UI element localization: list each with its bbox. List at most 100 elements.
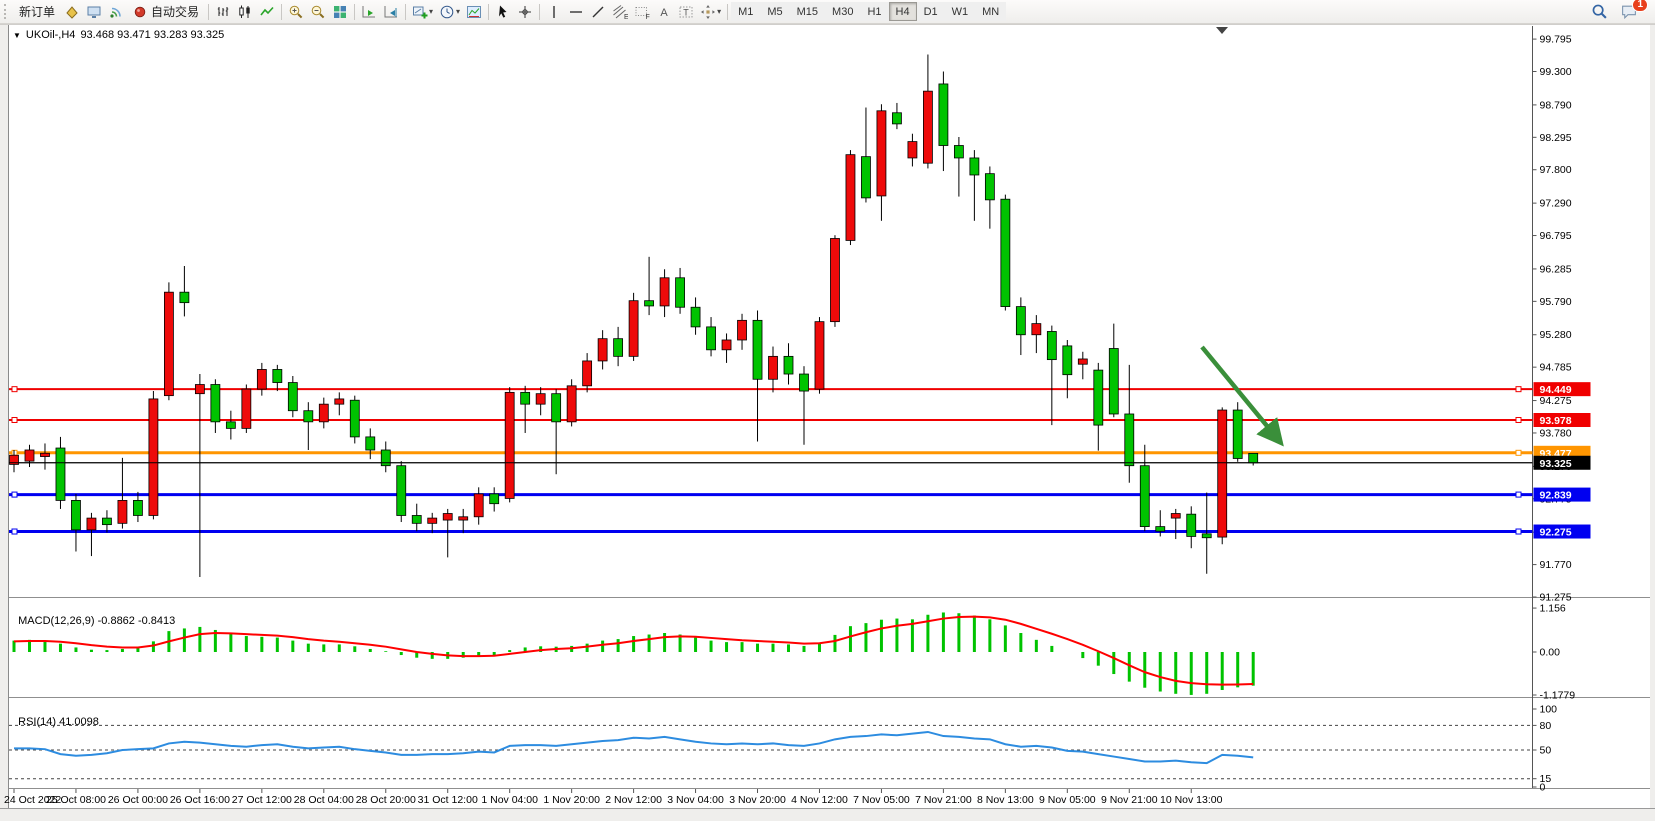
candle[interactable] [984, 173, 995, 201]
vertical-line-tool-icon[interactable] [543, 2, 565, 22]
text-label-tool-icon[interactable]: T [675, 2, 697, 22]
timeframe-M1[interactable]: M1 [731, 2, 761, 21]
candle[interactable] [442, 513, 453, 521]
candle[interactable] [597, 338, 608, 362]
candle[interactable] [814, 321, 825, 390]
candle[interactable] [675, 277, 685, 308]
search-icon[interactable] [1588, 2, 1611, 22]
candle[interactable] [1155, 526, 1166, 532]
tile-windows-icon[interactable] [329, 2, 351, 22]
timeframe-W1[interactable]: W1 [944, 2, 976, 21]
text-tool-icon[interactable]: A [653, 2, 675, 22]
candle[interactable] [1170, 513, 1181, 519]
line-chart-icon[interactable] [256, 2, 278, 22]
candle[interactable] [1062, 345, 1073, 376]
candle[interactable] [628, 300, 639, 357]
candle[interactable] [1015, 306, 1026, 336]
candle[interactable] [396, 465, 407, 516]
candle[interactable] [40, 452, 50, 457]
trendline-tool-icon[interactable] [587, 2, 609, 22]
order-icon[interactable] [61, 2, 83, 22]
candle[interactable] [133, 500, 143, 516]
candle[interactable] [551, 393, 562, 423]
hline-handle[interactable] [1515, 491, 1522, 498]
candle[interactable] [210, 384, 221, 423]
new-chart-button[interactable]: ▾ [409, 2, 436, 22]
timeframe-MN[interactable]: MN [975, 2, 1007, 21]
candle[interactable] [102, 517, 112, 526]
timeframe-D1[interactable]: D1 [916, 2, 945, 21]
candle[interactable] [783, 355, 794, 375]
candle[interactable] [1201, 533, 1212, 539]
candle[interactable] [334, 398, 345, 405]
template-icon[interactable] [463, 2, 485, 22]
hline-handle[interactable] [11, 528, 18, 535]
zoom-out-icon[interactable] [307, 2, 329, 22]
candle[interactable] [706, 326, 716, 351]
candle[interactable] [163, 291, 174, 397]
hline-handle[interactable] [11, 491, 18, 498]
candle[interactable] [303, 410, 314, 423]
candle[interactable] [1248, 452, 1259, 464]
cursor-tool-icon[interactable] [492, 2, 514, 22]
candle[interactable] [380, 449, 391, 467]
candle[interactable] [1077, 358, 1088, 365]
annotation-arrow[interactable] [1200, 345, 1284, 447]
candle[interactable] [752, 319, 763, 380]
crosshair-tool-icon[interactable] [514, 2, 536, 22]
bar-chart-icon[interactable] [212, 2, 234, 22]
candle[interactable] [830, 238, 840, 323]
timeframe-H1[interactable]: H1 [860, 2, 889, 21]
hline-handle[interactable] [1515, 417, 1522, 424]
candle[interactable] [411, 515, 422, 524]
candle[interactable] [1046, 331, 1057, 361]
candle[interactable] [287, 382, 298, 412]
candle[interactable] [1124, 413, 1135, 467]
candle[interactable] [613, 338, 624, 357]
candle[interactable] [1217, 409, 1228, 538]
candle[interactable] [799, 373, 809, 392]
horizontal-line-tool-icon[interactable] [565, 2, 587, 22]
candle[interactable] [659, 277, 670, 307]
candle[interactable] [55, 447, 66, 501]
candle[interactable] [969, 157, 980, 176]
candle[interactable] [148, 398, 159, 516]
symbol-header[interactable]: ▼ UKOil-,H4 93.468 93.471 93.283 93.325 [13, 29, 224, 41]
candle[interactable] [241, 388, 252, 429]
candle[interactable] [473, 493, 484, 518]
equidistant-channel-tool-icon[interactable]: E [609, 2, 631, 22]
auto-scroll-icon[interactable] [358, 2, 380, 22]
timeframe-M5[interactable]: M5 [760, 2, 790, 21]
candle[interactable] [24, 449, 35, 462]
candle[interactable] [365, 436, 376, 451]
candle[interactable] [179, 291, 190, 304]
candle[interactable] [520, 391, 531, 405]
candle[interactable] [225, 421, 236, 429]
candlestick-chart-icon[interactable] [234, 2, 256, 22]
candle[interactable] [690, 306, 701, 328]
candle[interactable] [876, 110, 887, 197]
hline-handle[interactable] [1515, 528, 1522, 535]
candle[interactable] [582, 360, 593, 387]
hline-handle[interactable] [1515, 449, 1522, 456]
candle[interactable] [861, 156, 871, 199]
candle[interactable] [845, 154, 856, 241]
candle[interactable] [9, 454, 19, 465]
candle[interactable] [768, 355, 778, 380]
candle[interactable] [644, 300, 654, 307]
toolbar-grip[interactable] [4, 4, 11, 19]
candle[interactable] [194, 384, 205, 395]
candle[interactable] [1093, 369, 1104, 426]
candle[interactable] [721, 339, 732, 351]
candle[interactable] [953, 145, 964, 159]
terminal-icon[interactable] [83, 2, 105, 22]
period-clock-button[interactable]: ▾ [436, 2, 463, 22]
candle[interactable] [535, 393, 546, 405]
candle[interactable] [458, 516, 469, 521]
candle[interactable] [938, 83, 949, 146]
candle[interactable] [504, 391, 515, 499]
candle[interactable] [117, 500, 128, 524]
candle[interactable] [907, 141, 918, 159]
candle[interactable] [1186, 513, 1197, 537]
